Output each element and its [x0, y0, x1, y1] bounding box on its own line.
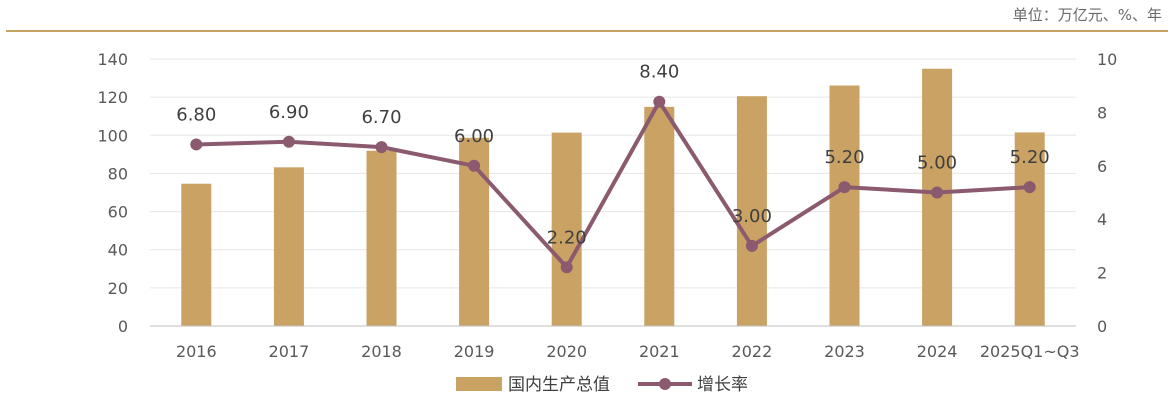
x-axis: 2016 2017 2018 2019 2020 2021 2022 2023 2024 2025…	[150, 325, 1080, 361]
legend-swatch-growth-marker	[659, 378, 671, 390]
left-tick-label: 100	[97, 126, 128, 145]
right-tick-label: 2	[1097, 264, 1107, 283]
growth-line	[196, 99, 1030, 270]
left-tick-label: 140	[97, 50, 128, 69]
right-tick-label: 0	[1097, 317, 1107, 336]
growth-point-2024	[931, 186, 944, 199]
growth-point-2017	[282, 135, 295, 148]
bar-gdp-2021	[644, 106, 675, 326]
bar-gdp-2016	[181, 183, 212, 326]
growth-label-2024: 5.00	[917, 153, 957, 174]
growth-point-2016	[190, 138, 203, 151]
growth-label-2018: 6.70	[361, 107, 401, 128]
left-tick-label: 20	[108, 279, 128, 298]
right-tick-label: 6	[1097, 157, 1107, 176]
left-tick-label: 60	[108, 203, 128, 222]
growth-point-2022	[745, 239, 758, 252]
x-tick-label: 2022	[732, 342, 773, 361]
left-axis: 0 20 40 60 80 100 120 140	[97, 50, 128, 336]
x-tick-label: 2021	[639, 342, 680, 361]
growth-label-2025Q1~Q3: 5.20	[1010, 147, 1050, 168]
growth-label-2021: 8.40	[639, 62, 679, 83]
right-tick-label: 4	[1097, 210, 1107, 229]
bar-series	[181, 68, 1045, 327]
x-tick-label: 2017	[269, 342, 310, 361]
right-tick-label: 10	[1097, 50, 1117, 69]
x-tick-label: 2023	[824, 342, 865, 361]
x-tick-label: 2025Q1~Q3	[980, 342, 1080, 361]
growth-point-2020	[560, 261, 573, 274]
left-tick-label: 80	[108, 164, 128, 183]
growth-label-2020: 2.20	[547, 227, 587, 248]
left-tick-label: 120	[97, 88, 128, 107]
x-tick-label: 2024	[917, 342, 958, 361]
bar-gdp-2023	[829, 85, 860, 327]
growth-label-2022: 3.00	[732, 206, 772, 227]
bar-gdp-2022	[736, 96, 767, 326]
x-tick-label: 2018	[361, 342, 402, 361]
left-tick-label: 0	[118, 317, 128, 336]
growth-line-series: 6.80 6.90 6.70 6.00 2.20 8.40 3.00 5.20 5.00 5.20	[176, 62, 1050, 274]
bar-gdp-2020	[551, 132, 582, 326]
x-tick-label: 2020	[546, 342, 587, 361]
right-axis: 0 2 4 6 8 10	[1097, 50, 1117, 336]
growth-label-2019: 6.00	[454, 126, 494, 147]
bar-gdp-2018	[366, 150, 397, 326]
growth-point-2023	[838, 181, 851, 194]
right-tick-label: 8	[1097, 103, 1107, 122]
growth-point-2021	[653, 95, 666, 108]
gridlines	[150, 58, 1076, 289]
unit-label: 单位：万亿元、%、年	[1013, 6, 1162, 24]
legend-label-gdp: 国内生产总值	[508, 375, 610, 395]
growth-label-2023: 5.20	[824, 147, 864, 168]
growth-label-2016: 6.80	[176, 104, 216, 125]
legend: 国内生产总值 增长率	[456, 375, 748, 395]
x-tick-label: 2016	[176, 342, 217, 361]
growth-point-2019	[468, 159, 481, 172]
growth-point-2018	[375, 141, 388, 154]
x-tick-label: 2019	[454, 342, 495, 361]
legend-swatch-gdp	[456, 377, 502, 391]
legend-label-growth: 增长率	[697, 375, 748, 395]
left-tick-label: 40	[108, 241, 128, 260]
growth-point-2025Q1~Q3	[1023, 181, 1036, 194]
growth-label-2017: 6.90	[269, 102, 309, 123]
bar-gdp-2017	[273, 167, 304, 326]
bar-gdp-2025Q1~Q3	[1014, 132, 1045, 326]
